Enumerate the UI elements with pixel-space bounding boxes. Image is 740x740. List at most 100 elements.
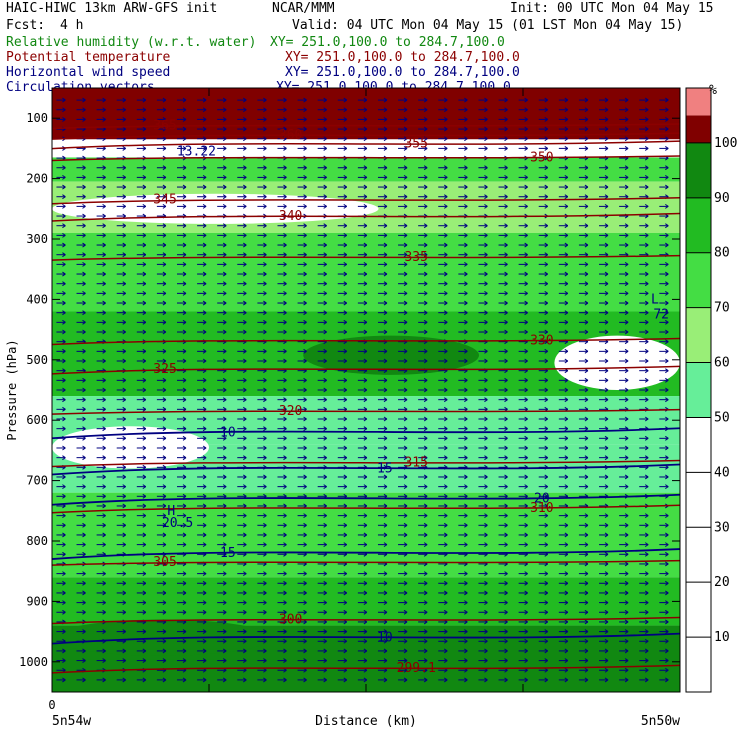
circulation-vector-head bbox=[624, 619, 629, 625]
circulation-vector-head bbox=[584, 329, 589, 335]
circulation-vector-head bbox=[564, 600, 569, 606]
circulation-vector-head bbox=[102, 629, 106, 635]
circulation-vector-head bbox=[162, 590, 167, 596]
circulation-vector-head bbox=[303, 310, 307, 316]
circulation-vector-head bbox=[524, 435, 528, 441]
rh-layer bbox=[52, 577, 680, 626]
circulation-vector-head bbox=[263, 145, 267, 151]
circulation-vector-head bbox=[102, 319, 106, 325]
circulation-vector-head bbox=[363, 126, 368, 132]
circulation-vector-head bbox=[122, 358, 126, 364]
circulation-vector-head bbox=[62, 368, 66, 374]
circulation-vector-head bbox=[383, 513, 388, 519]
circulation-vector-head bbox=[484, 252, 488, 258]
circulation-vector-head bbox=[624, 638, 629, 644]
circulation-vector-head bbox=[504, 358, 508, 364]
circulation-vector-head bbox=[182, 435, 187, 441]
circulation-vector-head bbox=[363, 136, 368, 142]
circulation-vector-head bbox=[323, 145, 327, 151]
circulation-vector-head bbox=[202, 290, 207, 296]
circulation-vector-head bbox=[102, 600, 106, 606]
circulation-vector-head bbox=[383, 377, 388, 383]
circulation-vector-head bbox=[323, 290, 327, 296]
circulation-vector-head bbox=[82, 503, 86, 509]
theta-contour-label: 345 bbox=[153, 193, 176, 208]
circulation-vector-head bbox=[122, 648, 126, 654]
circulation-vector-head bbox=[182, 165, 187, 171]
theta-contour bbox=[52, 140, 680, 150]
circulation-vector-head bbox=[423, 136, 428, 142]
circulation-vector-head bbox=[222, 387, 227, 393]
circulation-vector-head bbox=[62, 242, 66, 248]
circulation-vector-head bbox=[343, 590, 348, 596]
circulation-vector-head bbox=[604, 203, 609, 209]
circulation-vector-head bbox=[604, 184, 609, 190]
circulation-vector-head bbox=[102, 377, 106, 383]
circulation-vector-head bbox=[363, 174, 368, 180]
circulation-vector-head bbox=[202, 261, 207, 267]
circulation-vector-head bbox=[263, 300, 267, 306]
circulation-vector-head bbox=[142, 445, 147, 451]
circulation-vector-head bbox=[122, 107, 126, 113]
circulation-vector-head bbox=[283, 532, 287, 538]
circulation-vector-head bbox=[162, 107, 167, 113]
circulation-vector-head bbox=[564, 174, 569, 180]
y-tick-label: 700 bbox=[26, 474, 48, 488]
circulation-vector-head bbox=[182, 532, 187, 538]
circulation-vector-head bbox=[584, 194, 589, 200]
circulation-vector-head bbox=[263, 648, 267, 654]
circulation-vector-head bbox=[162, 455, 167, 461]
circulation-vector-head bbox=[403, 290, 408, 296]
circulation-vector-head bbox=[644, 319, 649, 325]
circulation-vector-head bbox=[102, 116, 106, 122]
circulation-vector-head bbox=[504, 648, 508, 654]
circulation-vector-head bbox=[564, 638, 569, 644]
circulation-vector-head bbox=[524, 677, 528, 683]
chart-annotation: 13.22 bbox=[177, 144, 216, 159]
circulation-vector-head bbox=[162, 435, 167, 441]
circulation-vector-head bbox=[82, 571, 86, 577]
circulation-vector-head bbox=[484, 590, 488, 596]
circulation-vector-head bbox=[202, 107, 207, 113]
circulation-vector-head bbox=[604, 281, 609, 287]
circulation-vector-head bbox=[644, 310, 649, 316]
circulation-vector-head bbox=[323, 522, 327, 528]
circulation-vector-head bbox=[62, 600, 66, 606]
circulation-vector-head bbox=[403, 455, 408, 461]
circulation-vector-head bbox=[524, 416, 528, 422]
circulation-vector-head bbox=[564, 358, 569, 364]
circulation-vector-head bbox=[403, 271, 408, 277]
circulation-vector-head bbox=[182, 126, 187, 132]
circulation-vector-head bbox=[263, 513, 267, 519]
circulation-vector-head bbox=[484, 435, 488, 441]
theta-contour-label: 335 bbox=[404, 250, 427, 265]
circulation-vector-head bbox=[343, 416, 348, 422]
circulation-vector-head bbox=[423, 397, 428, 403]
circulation-vector-head bbox=[584, 435, 589, 441]
circulation-vector-head bbox=[484, 223, 488, 229]
circulation-vector-head bbox=[182, 145, 187, 151]
circulation-vector-head bbox=[584, 116, 589, 122]
circulation-vector-head bbox=[162, 513, 167, 519]
circulation-vector-head bbox=[423, 387, 428, 393]
circulation-vector-head bbox=[544, 648, 549, 654]
theta-contour-label: 315 bbox=[404, 455, 427, 470]
circulation-vector-head bbox=[263, 426, 267, 432]
circulation-vector-head bbox=[343, 223, 348, 229]
circulation-vector-head bbox=[544, 609, 549, 615]
circulation-vector-head bbox=[222, 116, 227, 122]
circulation-vector-head bbox=[464, 532, 468, 538]
circulation-vector-head bbox=[624, 513, 629, 519]
circulation-vector-head bbox=[343, 532, 348, 538]
circulation-vector-head bbox=[82, 348, 86, 354]
circulation-vector-head bbox=[624, 281, 629, 287]
circulation-vector-head bbox=[403, 252, 408, 258]
circulation-vector-head bbox=[383, 387, 388, 393]
circulation-vector-head bbox=[162, 648, 167, 654]
circulation-vector-head bbox=[323, 377, 327, 383]
circulation-vector-head bbox=[102, 522, 106, 528]
circulation-vector-head bbox=[584, 590, 589, 596]
circulation-vector-head bbox=[564, 223, 569, 229]
circulation-vector-head bbox=[423, 609, 428, 615]
circulation-vector-head bbox=[524, 609, 528, 615]
